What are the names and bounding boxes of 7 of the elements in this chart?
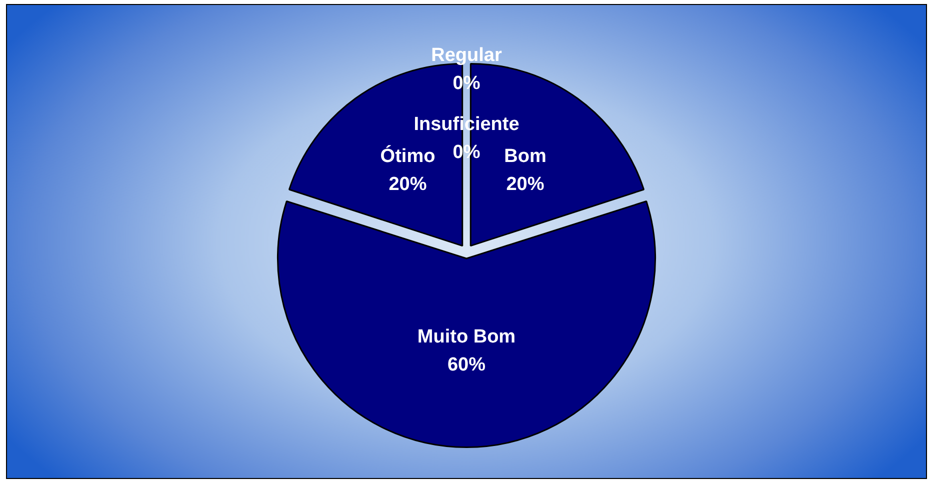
data-label: 20% bbox=[388, 174, 427, 195]
slice-label: Ótimo bbox=[380, 144, 436, 167]
data-label: 60% bbox=[447, 354, 486, 376]
slice-label: Bom bbox=[504, 146, 546, 167]
category-label: Regular bbox=[431, 44, 502, 66]
data-label: 20% bbox=[506, 174, 544, 195]
slice-label: Muito Bom bbox=[417, 326, 516, 348]
